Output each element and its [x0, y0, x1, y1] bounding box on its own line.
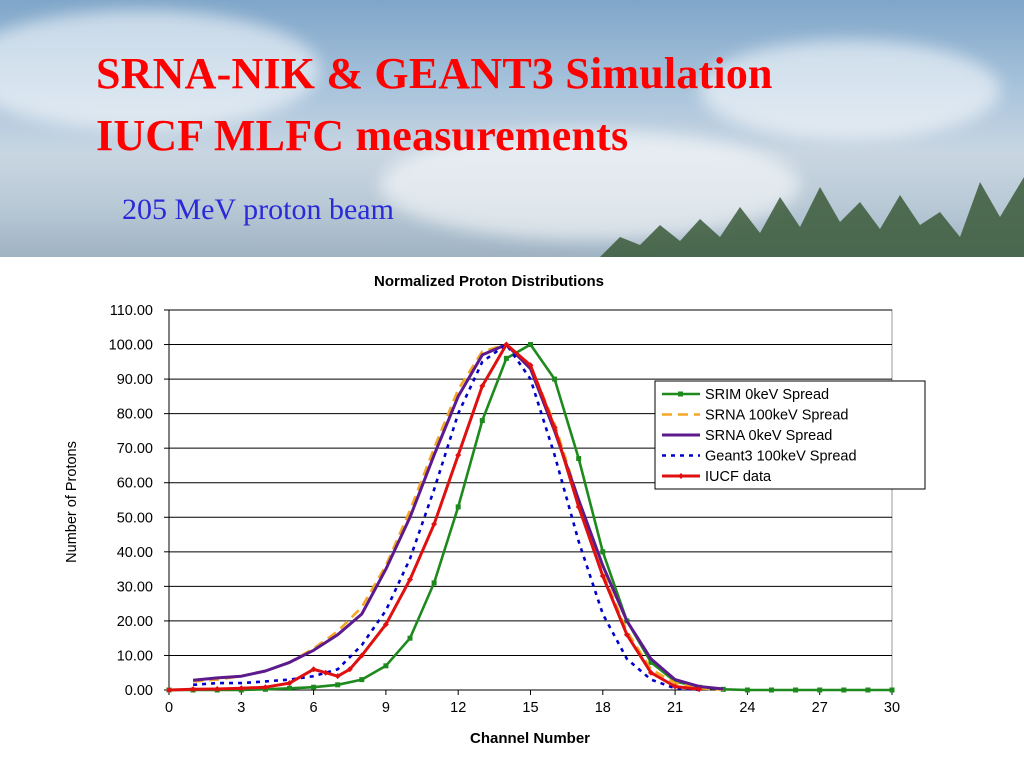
data-point: [552, 376, 558, 382]
data-point: [238, 685, 245, 692]
y-tick-label: 40.00: [117, 545, 153, 561]
data-point: [648, 669, 654, 676]
legend-marker: [678, 391, 683, 397]
data-point: [503, 355, 509, 361]
data-point: [696, 686, 703, 693]
series-line: [193, 343, 700, 692]
legend: SRIM 0keV Spread SRNA 100keV Spread SRNA 0…: [654, 380, 926, 490]
data-point: [793, 687, 799, 693]
data-point: [262, 684, 269, 691]
x-axis-title: Channel Number: [470, 730, 590, 747]
data-point: [335, 682, 341, 688]
data-point: [528, 342, 533, 348]
data-point: [383, 663, 389, 669]
x-axis-ticks: 0 3 6 9 12 15 18 21 24 27 30: [165, 690, 900, 716]
legend-marker: [678, 473, 684, 479]
x-tick-label: 24: [739, 700, 755, 716]
proton-distribution-chart: Normalized Proton Distributions 0.00 10.0…: [64, 273, 926, 747]
y-tick-label: 80.00: [117, 407, 153, 423]
data-point: [214, 685, 221, 692]
data-point: [479, 383, 486, 389]
series-iucf-data: [166, 341, 703, 693]
data-point: [551, 424, 558, 431]
y-tick-label: 30.00: [117, 579, 153, 595]
data-point: [599, 573, 606, 579]
y-tick-label: 0.00: [125, 683, 153, 699]
data-point: [322, 669, 329, 676]
data-point: [841, 687, 847, 693]
data-point: [334, 673, 341, 680]
data-point: [503, 341, 510, 348]
legend-label: SRIM 0keV Spread: [705, 387, 829, 403]
data-point: [166, 687, 172, 693]
data-point: [865, 687, 871, 693]
data-point: [576, 456, 582, 462]
data-point: [431, 580, 437, 586]
legend-label: SRNA 100keV Spread: [705, 408, 848, 424]
data-point: [672, 678, 678, 684]
sky-banner: SRNA-NIK & GEANT3 Simulation IUCF MLFC m…: [0, 0, 1024, 257]
data-point: [346, 666, 353, 673]
y-tick-label: 60.00: [117, 476, 153, 492]
data-point: [527, 362, 534, 369]
series-group: [166, 341, 895, 693]
data-point: [744, 687, 750, 693]
y-axis-ticks: 0.00 10.00 20.00 30.00 40.00 50.00 60.00 70.00 8…: [109, 303, 169, 699]
x-tick-label: 15: [522, 700, 538, 716]
data-point: [672, 683, 679, 690]
data-point: [310, 666, 317, 673]
slide-title-line1: SRNA-NIK & GEANT3 Simulation: [96, 49, 773, 98]
x-tick-label: 30: [884, 700, 900, 716]
tree-silhouette: [600, 177, 1024, 257]
series-geant3-100kev-spread: [193, 343, 700, 692]
y-axis-title: Number of Protons: [64, 441, 80, 563]
x-tick-label: 6: [310, 700, 318, 716]
y-tick-label: 70.00: [117, 441, 153, 457]
y-tick-label: 20.00: [117, 614, 153, 630]
y-tick-label: 50.00: [117, 510, 153, 526]
y-tick-label: 110.00: [110, 303, 153, 319]
data-point: [431, 521, 438, 528]
data-point: [455, 504, 461, 510]
data-point: [575, 503, 582, 510]
data-point: [311, 684, 317, 690]
data-point: [359, 677, 365, 683]
series-srna-0kev-spread: [192, 343, 724, 691]
data-point: [407, 635, 413, 641]
data-point: [769, 687, 774, 693]
data-point: [287, 685, 292, 691]
data-point: [382, 621, 389, 628]
data-point: [889, 687, 895, 693]
x-tick-label: 0: [165, 700, 173, 716]
data-point: [648, 659, 654, 665]
data-point: [407, 576, 413, 583]
x-tick-label: 9: [382, 700, 390, 716]
y-tick-label: 10.00: [117, 648, 153, 664]
series-line: [192, 343, 724, 691]
data-point: [358, 652, 365, 659]
x-tick-label: 18: [595, 700, 611, 716]
slide-subtitle: 205 MeV proton beam: [122, 193, 394, 226]
slide-title-line2: IUCF MLFC measurements: [96, 111, 629, 160]
x-tick-label: 12: [450, 700, 466, 716]
legend-label: IUCF data: [705, 469, 772, 485]
chart-title: Normalized Proton Distributions: [374, 273, 604, 290]
data-point: [623, 631, 630, 638]
data-point: [455, 452, 462, 459]
x-tick-label: 27: [812, 700, 828, 716]
data-point: [817, 687, 823, 693]
x-tick-label: 3: [237, 700, 245, 716]
legend-label: Geant3 100keV Spread: [705, 449, 857, 465]
y-tick-label: 100.00: [109, 338, 153, 354]
x-tick-label: 21: [667, 700, 683, 716]
data-point: [286, 680, 293, 687]
data-point: [190, 686, 197, 693]
data-point: [600, 549, 606, 555]
legend-label: SRNA 0keV Spread: [705, 428, 832, 444]
y-tick-label: 90.00: [117, 372, 153, 388]
data-point: [479, 418, 485, 424]
